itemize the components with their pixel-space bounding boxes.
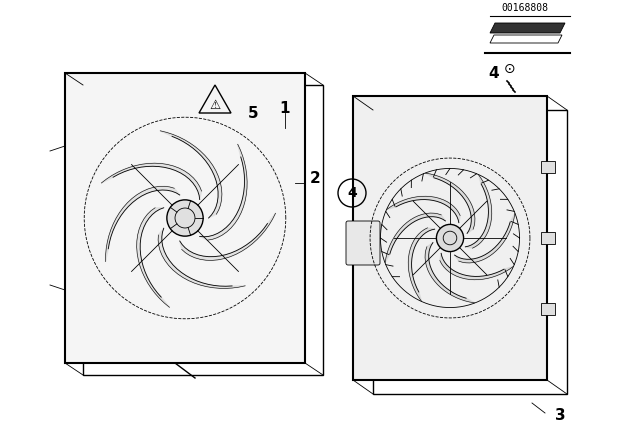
FancyBboxPatch shape <box>346 221 380 265</box>
Polygon shape <box>137 208 170 307</box>
Polygon shape <box>158 228 245 289</box>
Polygon shape <box>200 144 247 240</box>
Polygon shape <box>180 213 276 260</box>
Polygon shape <box>426 173 475 233</box>
FancyBboxPatch shape <box>541 232 555 244</box>
Text: ⊙: ⊙ <box>504 62 516 76</box>
Text: 2: 2 <box>310 171 321 186</box>
Text: 4: 4 <box>347 186 357 200</box>
Circle shape <box>167 200 203 236</box>
Polygon shape <box>385 213 445 263</box>
Text: 1: 1 <box>280 101 291 116</box>
Polygon shape <box>408 228 435 301</box>
Polygon shape <box>440 253 513 280</box>
FancyBboxPatch shape <box>541 303 555 315</box>
Polygon shape <box>425 242 474 303</box>
Polygon shape <box>65 73 305 363</box>
Polygon shape <box>160 131 222 218</box>
Text: 5: 5 <box>248 106 259 121</box>
Text: 4: 4 <box>488 66 499 81</box>
Polygon shape <box>101 163 202 199</box>
Polygon shape <box>387 196 460 223</box>
Polygon shape <box>490 23 565 33</box>
FancyBboxPatch shape <box>541 161 555 173</box>
Polygon shape <box>454 213 515 263</box>
Polygon shape <box>465 175 492 248</box>
Text: 00168808: 00168808 <box>502 3 548 13</box>
Circle shape <box>436 224 463 252</box>
Polygon shape <box>106 186 180 262</box>
Text: ⚠: ⚠ <box>209 99 221 112</box>
Text: 3: 3 <box>555 408 566 423</box>
Polygon shape <box>353 96 547 380</box>
